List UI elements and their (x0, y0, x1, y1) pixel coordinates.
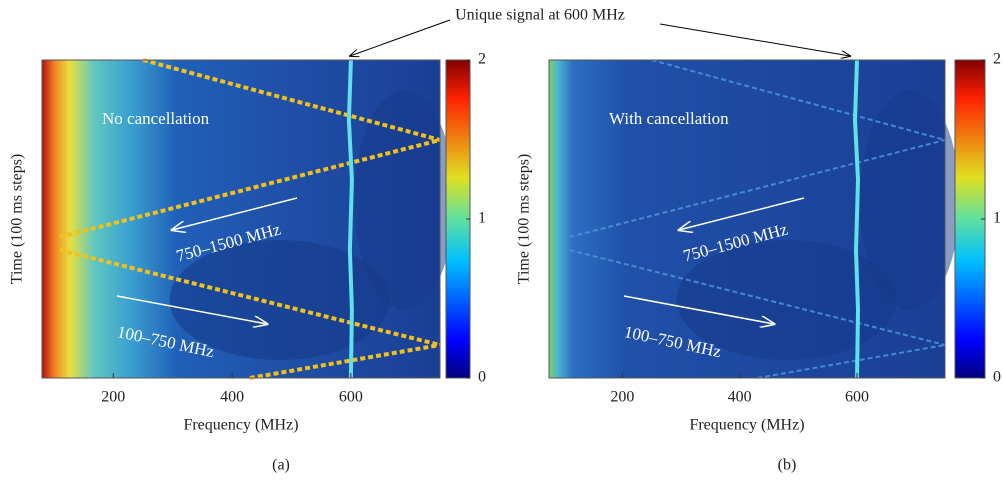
x-tick-label: 400 (728, 389, 752, 406)
colorbar-tick-label: 2 (478, 51, 486, 68)
plot-frame (41, 59, 441, 379)
colorbar-tick-label: 1 (993, 210, 1001, 227)
x-tick-label: 600 (339, 389, 363, 406)
x-axis-label: Frequency (MHz) (183, 417, 298, 434)
y-axis-label: Time (100 ms steps) (516, 154, 533, 285)
x-tick-label: 200 (101, 389, 125, 406)
x-tick-label: 400 (220, 389, 244, 406)
heatmap-shade (169, 240, 390, 360)
heatmap-shade (859, 90, 960, 310)
annotation-arrow (623, 295, 774, 324)
colorbar-tick-label: 2 (993, 51, 1001, 68)
sweep-trace (569, 249, 946, 346)
x-axis-label: Frequency (MHz) (689, 417, 804, 434)
figure-annotation: Unique signal at 600 MHz (455, 7, 625, 24)
annotation: No cancellation (102, 109, 210, 128)
heatmap-shade (354, 90, 455, 310)
colorbar-tick-label: 0 (993, 369, 1001, 386)
x-tick-label: 600 (845, 389, 869, 406)
sweep-trace (142, 58, 441, 142)
y-axis-label: Time (100 ms steps) (9, 154, 26, 285)
sweep-trace (59, 248, 441, 347)
panel-label: (b) (778, 457, 797, 474)
annotation-arrow (116, 295, 267, 324)
panel-label: (a) (272, 457, 290, 474)
annotation-arrow (679, 197, 805, 230)
colorbar-tick-label: 0 (478, 369, 486, 386)
plot-frame (548, 59, 946, 379)
callout-arrow (659, 23, 850, 56)
colorbar (954, 59, 986, 379)
annotation: With cancellation (609, 109, 729, 128)
sweep-trace (249, 343, 441, 380)
sweep-trace (569, 139, 946, 238)
signal-600 (852, 59, 861, 379)
heatmap-shade (676, 240, 897, 360)
sweep-trace (59, 138, 441, 239)
signal-600 (346, 59, 354, 379)
x-tick-label: 200 (610, 389, 634, 406)
callout-arrow (350, 19, 451, 56)
annotation-arrow (172, 197, 298, 230)
colorbar-tick-label: 1 (478, 210, 486, 227)
sweep-trace (651, 59, 946, 141)
